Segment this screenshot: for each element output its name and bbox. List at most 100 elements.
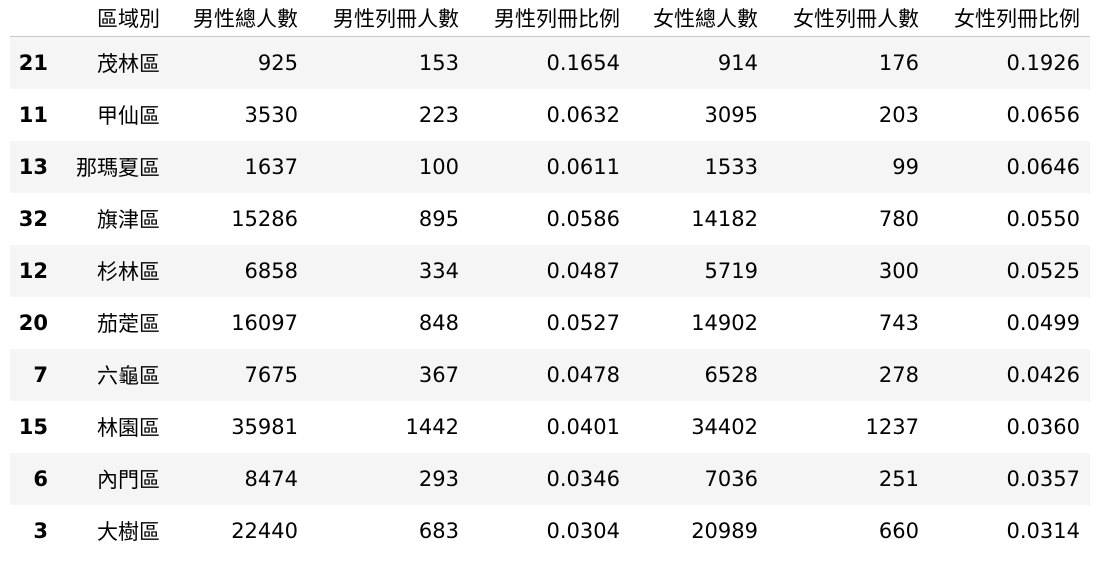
female-registered-cell: 251: [878, 467, 919, 491]
male-ratio-cell: 0.0487: [546, 259, 620, 283]
male-ratio-cell: 0.0632: [546, 103, 620, 127]
male-ratio-cell: 0.0527: [546, 311, 620, 335]
female-total-cell: 20989: [691, 519, 758, 543]
district-cell: 旗津區: [97, 208, 160, 232]
male-total-cell: 7675: [244, 363, 298, 387]
table-row: 3 大樹區 22440 683 0.0304 20989 660 0.0314: [10, 505, 1090, 557]
male-ratio-cell: 0.0478: [546, 363, 620, 387]
female-total-cell: 7036: [704, 467, 758, 491]
table-row: 11 甲仙區 3530 223 0.0632 3095 203 0.0656: [10, 89, 1090, 141]
female-ratio-cell: 0.0525: [1006, 259, 1080, 283]
row-index: 12: [18, 259, 48, 283]
male-ratio-cell: 0.1654: [546, 51, 620, 75]
female-registered-cell: 1237: [865, 415, 919, 439]
column-header-male-ratio: 男性列冊比例: [469, 0, 630, 37]
district-cell: 六龜區: [97, 364, 160, 388]
female-registered-cell: 203: [878, 103, 919, 127]
female-total-cell: 3095: [704, 103, 758, 127]
table-row: 32 旗津區 15286 895 0.0586 14182 780 0.0550: [10, 193, 1090, 245]
female-registered-cell: 176: [878, 51, 919, 75]
column-header-female-total: 女性總人數: [630, 0, 768, 37]
district-cell: 大樹區: [97, 520, 160, 544]
male-registered-cell: 683: [418, 519, 459, 543]
female-registered-cell: 660: [878, 519, 919, 543]
index-header: [10, 0, 58, 37]
male-total-cell: 35981: [231, 415, 298, 439]
column-header-male-total: 男性總人數: [170, 0, 308, 37]
male-total-cell: 1637: [244, 155, 298, 179]
table-row: 20 茄萣區 16097 848 0.0527 14902 743 0.0499: [10, 297, 1090, 349]
female-total-cell: 5719: [704, 259, 758, 283]
female-ratio-cell: 0.0357: [1006, 467, 1080, 491]
male-total-cell: 8474: [244, 467, 298, 491]
male-ratio-cell: 0.0586: [546, 207, 620, 231]
male-registered-cell: 334: [418, 259, 459, 283]
female-total-cell: 14902: [691, 311, 758, 335]
female-total-cell: 914: [717, 51, 758, 75]
district-cell: 內門區: [97, 468, 160, 492]
table-row: 15 林園區 35981 1442 0.0401 34402 1237 0.0360: [10, 401, 1090, 453]
table-header: 區域別 男性總人數 男性列冊人數 男性列冊比例 女性總人數 女性列冊人數 女性列…: [10, 0, 1090, 37]
header-row: 區域別 男性總人數 男性列冊人數 男性列冊比例 女性總人數 女性列冊人數 女性列…: [10, 0, 1090, 37]
table-row: 12 杉林區 6858 334 0.0487 5719 300 0.0525: [10, 245, 1090, 297]
female-total-cell: 34402: [691, 415, 758, 439]
female-registered-cell: 780: [878, 207, 919, 231]
male-ratio-cell: 0.0346: [546, 467, 620, 491]
female-ratio-cell: 0.0314: [1006, 519, 1080, 543]
female-ratio-cell: 0.0656: [1006, 103, 1080, 127]
district-cell: 茄萣區: [97, 312, 160, 336]
female-ratio-cell: 0.1926: [1006, 51, 1080, 75]
female-registered-cell: 99: [892, 155, 919, 179]
district-cell: 林園區: [97, 416, 160, 440]
row-index: 15: [18, 415, 48, 439]
column-header-male-registered: 男性列冊人數: [308, 0, 469, 37]
row-index: 20: [18, 311, 48, 335]
row-index: 6: [33, 467, 48, 491]
female-registered-cell: 743: [878, 311, 919, 335]
row-index: 3: [33, 519, 48, 543]
male-registered-cell: 367: [418, 363, 459, 387]
row-index: 13: [18, 155, 48, 179]
male-registered-cell: 895: [418, 207, 459, 231]
male-ratio-cell: 0.0611: [546, 155, 620, 179]
male-registered-cell: 1442: [405, 415, 459, 439]
male-total-cell: 16097: [231, 311, 298, 335]
table-row: 6 內門區 8474 293 0.0346 7036 251 0.0357: [10, 453, 1090, 505]
male-total-cell: 3530: [244, 103, 298, 127]
female-ratio-cell: 0.0426: [1006, 363, 1080, 387]
male-total-cell: 15286: [231, 207, 298, 231]
row-index: 7: [33, 363, 48, 387]
female-registered-cell: 300: [878, 259, 919, 283]
female-registered-cell: 278: [878, 363, 919, 387]
male-registered-cell: 293: [418, 467, 459, 491]
male-registered-cell: 223: [418, 103, 459, 127]
female-ratio-cell: 0.0646: [1006, 155, 1080, 179]
male-total-cell: 925: [257, 51, 298, 75]
district-cell: 杉林區: [97, 260, 160, 284]
male-registered-cell: 848: [418, 311, 459, 335]
table-row: 13 那瑪夏區 1637 100 0.0611 1533 99 0.0646: [10, 141, 1090, 193]
district-cell: 茂林區: [97, 52, 160, 76]
row-index: 21: [18, 51, 48, 75]
male-total-cell: 22440: [231, 519, 298, 543]
row-index: 32: [18, 207, 48, 231]
table-body: 21 茂林區 925 153 0.1654 914 176 0.1926 11 甲仙區 3530 22…: [10, 36, 1090, 557]
female-ratio-cell: 0.0360: [1006, 415, 1080, 439]
district-cell: 那瑪夏區: [76, 156, 160, 180]
male-registered-cell: 153: [418, 51, 459, 75]
column-header-district: 區域別: [58, 0, 170, 37]
female-total-cell: 1533: [704, 155, 758, 179]
male-total-cell: 6858: [244, 259, 298, 283]
district-cell: 甲仙區: [97, 104, 160, 128]
female-ratio-cell: 0.0550: [1006, 207, 1080, 231]
column-header-female-ratio: 女性列冊比例: [929, 0, 1090, 37]
male-ratio-cell: 0.0304: [546, 519, 620, 543]
female-total-cell: 6528: [704, 363, 758, 387]
dataframe-table: 區域別 男性總人數 男性列冊人數 男性列冊比例 女性總人數 女性列冊人數 女性列…: [10, 0, 1090, 557]
table-row: 21 茂林區 925 153 0.1654 914 176 0.1926: [10, 36, 1090, 89]
row-index: 11: [18, 103, 48, 127]
female-ratio-cell: 0.0499: [1006, 311, 1080, 335]
table-row: 7 六龜區 7675 367 0.0478 6528 278 0.0426: [10, 349, 1090, 401]
male-ratio-cell: 0.0401: [546, 415, 620, 439]
